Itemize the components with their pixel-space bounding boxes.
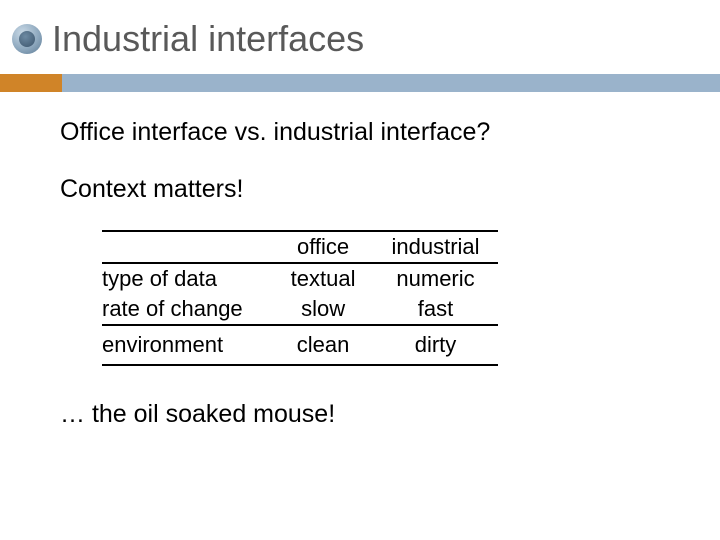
slide: Industrial interfaces Office interface v… bbox=[0, 0, 720, 540]
subtitle-2: Context matters! bbox=[60, 175, 660, 204]
table-row: type of data textual numeric bbox=[102, 263, 498, 294]
bullet-icon bbox=[12, 24, 42, 54]
subtitle-1: Office interface vs. industrial interfac… bbox=[60, 118, 660, 147]
divider-blue bbox=[62, 74, 720, 92]
table-header-office: office bbox=[273, 231, 374, 263]
table-row: rate of change slow fast bbox=[102, 294, 498, 325]
comparison-table: office industrial type of data textual n… bbox=[102, 230, 498, 366]
row-label: environment bbox=[102, 325, 273, 365]
table-header-industrial: industrial bbox=[374, 231, 498, 263]
divider-bar bbox=[0, 74, 720, 92]
cell: textual bbox=[273, 263, 374, 294]
cell: clean bbox=[273, 325, 374, 365]
page-title: Industrial interfaces bbox=[52, 18, 364, 60]
cell: dirty bbox=[374, 325, 498, 365]
cell: numeric bbox=[374, 263, 498, 294]
divider-orange bbox=[0, 74, 62, 92]
title-row: Industrial interfaces bbox=[0, 18, 720, 60]
table-header-blank bbox=[102, 231, 273, 263]
cell: slow bbox=[273, 294, 374, 325]
row-label: type of data bbox=[102, 263, 273, 294]
footer-line: … the oil soaked mouse! bbox=[60, 400, 660, 429]
table-header-row: office industrial bbox=[102, 231, 498, 263]
body: Office interface vs. industrial interfac… bbox=[60, 110, 660, 429]
cell: fast bbox=[374, 294, 498, 325]
row-label: rate of change bbox=[102, 294, 273, 325]
table-row: environment clean dirty bbox=[102, 325, 498, 365]
